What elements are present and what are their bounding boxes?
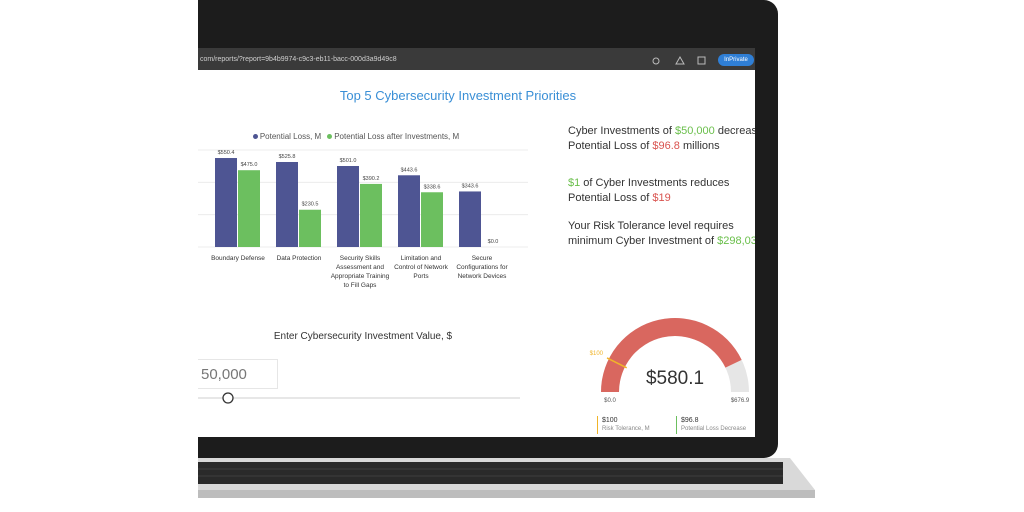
- value-label: $338.6: [424, 184, 441, 190]
- screen: [198, 70, 755, 437]
- gauge-value-label: $580.1: [646, 368, 704, 389]
- insight-text: $298,03: [717, 235, 755, 247]
- value-label: $343.6: [462, 183, 479, 189]
- legend-label: Potential Loss after Investments, M: [334, 132, 460, 141]
- kpi-label: Risk Tolerance, M: [602, 426, 650, 432]
- slider-knob[interactable]: [222, 392, 234, 404]
- insight: Your Risk Tolerance level requires minim…: [568, 219, 755, 249]
- gauge-max-label: $676.9: [731, 398, 750, 404]
- bar: [299, 209, 321, 247]
- bar: [360, 183, 382, 247]
- value-label: $501.0: [340, 158, 357, 164]
- url: com/reports/?report=9b4b9974-c9c3-eb11-b…: [200, 56, 397, 63]
- insight-text: of Cyber Investments reduces Potential L…: [568, 177, 730, 204]
- value-label: $0.0: [488, 239, 499, 245]
- bar: [459, 191, 481, 247]
- insight-text: Your Risk Tolerance level requires minim…: [568, 220, 734, 247]
- legend-item: Potential Loss, M: [252, 132, 322, 141]
- inprivate-badge[interactable]: InPrivate: [718, 54, 754, 66]
- kpi-card: $96.8 Potential Loss Decrease: [676, 416, 746, 434]
- value-label: $475.0: [241, 162, 258, 168]
- insight-text: millions: [679, 140, 720, 152]
- bar: [421, 192, 443, 247]
- value-label: $443.6: [401, 167, 418, 173]
- legend-dot: [327, 134, 333, 140]
- bar: [276, 161, 298, 247]
- value-label: $550.4: [218, 150, 235, 156]
- browser-icons: [652, 55, 706, 65]
- bar: [337, 166, 359, 247]
- value-label: $390.2: [363, 176, 380, 182]
- insight-text: $50,000: [675, 125, 715, 137]
- browser-bar: [198, 48, 755, 70]
- insight-text: Cyber Investments of: [568, 125, 675, 137]
- legend: Potential Loss, M Potential Loss after In…: [198, 132, 514, 141]
- gauge-target: [606, 357, 628, 369]
- kpi-label: Potential Loss Decrease: [681, 426, 747, 432]
- report: com/reports/?report=9b4b9974-c9c3-eb11-b…: [198, 48, 755, 437]
- base-edge: [198, 490, 815, 498]
- value-label: $525.8: [279, 154, 296, 160]
- kpi-value: $96.8: [681, 417, 699, 424]
- insight-text: $1: [568, 177, 581, 189]
- bar: [215, 158, 237, 247]
- report-title: Top 5 Cybersecurity Investment Prioritie…: [339, 88, 577, 103]
- insight: $1 of Cyber Investments reduces Potentia…: [568, 176, 755, 206]
- keyboard: [198, 462, 783, 484]
- gauge-min-label: $0.0: [604, 398, 616, 404]
- insight-text: decrease Potential Loss of: [568, 125, 755, 152]
- insight-text: $19: [652, 192, 671, 204]
- kpi-card: $100 Risk Tolerance, M: [597, 416, 650, 434]
- legend-dot: [252, 134, 258, 140]
- insight-text: $96.8: [652, 140, 680, 152]
- category-label: Boundary Defense: [211, 255, 265, 262]
- input-label: Enter Cybersecurity Investment Value, $: [273, 331, 453, 342]
- gauge-target-label: $100: [590, 351, 604, 357]
- category-label: Limitation and Control of Network Ports: [394, 255, 448, 280]
- bar: [238, 170, 260, 247]
- category-label: Data Protection: [276, 255, 322, 262]
- category-label: Secure Configurations for Network Device…: [456, 255, 508, 280]
- legend-item: Potential Loss after Investments, M: [327, 132, 459, 141]
- investment-input[interactable]: 50,000: [198, 359, 278, 389]
- key-rows: [198, 468, 783, 477]
- category-label: Security Skills Assessment and Appropria…: [330, 255, 390, 289]
- kpi-value: $100: [602, 417, 618, 424]
- gauge-value: [601, 318, 742, 392]
- value-label: $230.5: [302, 202, 319, 208]
- bar-chart: $550.4 $525.8 $501.0 $443.6 $343.6 $475.0 $230…: [198, 149, 750, 404]
- bar: [398, 175, 420, 247]
- insight: Cyber Investments of $50,000 decrease Po…: [568, 124, 755, 154]
- legend-label: Potential Loss, M: [259, 132, 322, 141]
